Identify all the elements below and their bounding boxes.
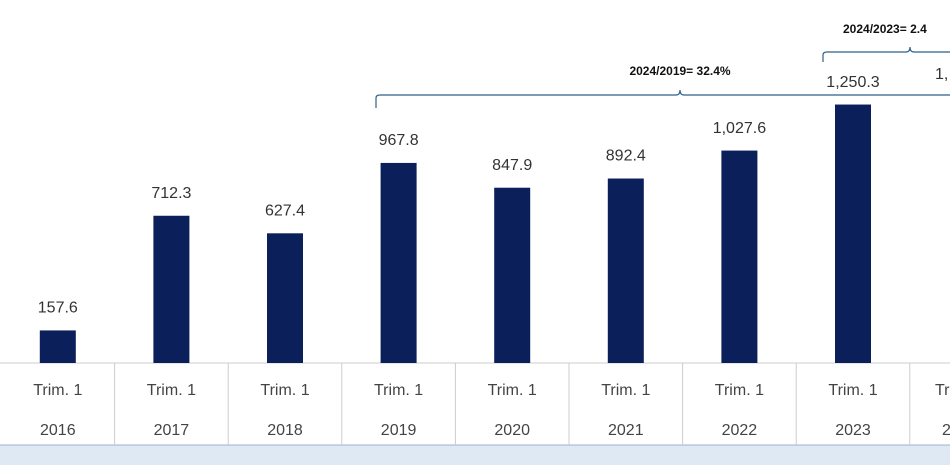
- value-label: 892.4: [606, 148, 646, 165]
- x-tick-label: Trim. 1: [147, 382, 196, 399]
- bar: [835, 104, 871, 363]
- x-tick-label: 2019: [381, 422, 417, 439]
- x-tick-label: Trim. 1: [828, 382, 877, 399]
- x-tick-label: Trim. 1: [374, 382, 423, 399]
- x-tick-label: Trim. 1: [715, 382, 764, 399]
- x-tick-label: Trim. 1: [33, 382, 82, 399]
- x-tick-label: 2023: [835, 422, 871, 439]
- x-tick-label: Trim. 1: [601, 382, 650, 399]
- bar: [39, 330, 76, 363]
- bar: [607, 178, 644, 363]
- bracket: [822, 46, 950, 62]
- bar: [494, 187, 531, 363]
- x-tick-label: Trim. 1: [260, 382, 309, 399]
- value-label: 847.9: [492, 157, 532, 174]
- x-tick-label: Trim. 1: [488, 382, 537, 399]
- bar: [380, 162, 417, 363]
- x-tick-label: 2021: [608, 422, 644, 439]
- x-tick-label: 2017: [154, 422, 190, 439]
- x-tick-label: 2020: [494, 422, 530, 439]
- footer-band: [0, 445, 950, 465]
- x-tick-label: 2022: [722, 422, 758, 439]
- bar: [267, 233, 303, 363]
- value-label: 712.3: [151, 185, 191, 202]
- value-label: 1,027.6: [713, 120, 766, 137]
- annotation: 2024/2019= 32.4%: [629, 64, 730, 78]
- bar: [721, 150, 758, 363]
- value-label: 157.6: [38, 300, 78, 317]
- value-label: 1,250.3: [826, 74, 879, 91]
- edge-fragment: 1,: [935, 66, 948, 83]
- annotation: 2024/2023= 2.4: [843, 22, 927, 36]
- x-tick-label: 2018: [267, 422, 303, 439]
- value-label: 627.4: [265, 203, 305, 220]
- x-tick-label: 2016: [40, 422, 76, 439]
- edge-fragment: Tr: [935, 382, 950, 399]
- bar: [153, 215, 190, 363]
- edge-fragment: 2: [942, 422, 950, 439]
- value-label: 967.8: [379, 132, 419, 149]
- bracket: [375, 89, 950, 108]
